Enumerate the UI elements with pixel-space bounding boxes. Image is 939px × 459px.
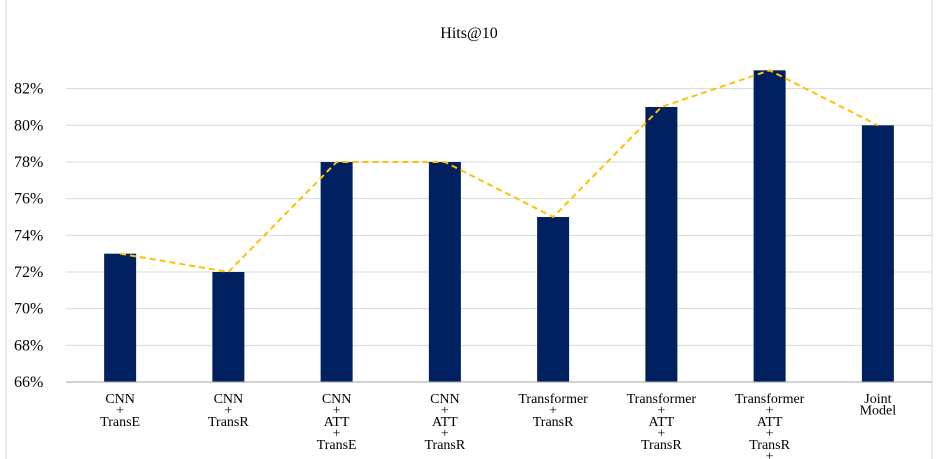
bar bbox=[537, 217, 570, 382]
x-category-label: CNN + TransE bbox=[100, 392, 140, 430]
bar bbox=[320, 162, 353, 382]
y-tick-label: 66% bbox=[14, 374, 43, 391]
x-category-label: Joint Model bbox=[860, 392, 897, 419]
x-category-label: CNN + TransR bbox=[208, 392, 249, 430]
gridlines bbox=[66, 88, 932, 346]
x-category-label: CNN + ATT + TransE bbox=[317, 392, 357, 453]
y-tick-label: 82% bbox=[14, 81, 43, 98]
x-category-label: Transformer + TransR bbox=[518, 392, 588, 430]
y-tick-label: 72% bbox=[14, 264, 43, 281]
bar bbox=[645, 107, 678, 382]
x-category-label: Transformer + ATT + TransR bbox=[627, 392, 697, 453]
y-tick-label: 78% bbox=[14, 154, 43, 171]
bar bbox=[861, 125, 894, 382]
trend-line bbox=[119, 69, 879, 274]
y-axis-ticks: 66% 68% 70% 72% 74% 76% 78% 80% 82% bbox=[14, 81, 43, 391]
bar bbox=[753, 70, 786, 382]
x-category-label: CNN + ATT + TransR bbox=[425, 392, 466, 453]
y-tick-label: 70% bbox=[14, 301, 43, 318]
x-category-label: Transformer+ATT+TransR+JCapsR bbox=[735, 392, 805, 459]
x-axis-categories: CNN + TransE CNN + TransR CNN + ATT + TransE CNN + AT… bbox=[100, 392, 896, 459]
y-tick-label: 74% bbox=[14, 227, 43, 244]
bar bbox=[104, 253, 137, 382]
y-tick-label: 76% bbox=[14, 191, 43, 208]
chart-border bbox=[5, 0, 933, 459]
y-tick-label: 68% bbox=[14, 337, 43, 354]
y-tick-label: 80% bbox=[14, 117, 43, 134]
line-series bbox=[119, 69, 879, 274]
bar bbox=[428, 162, 461, 382]
bar-series bbox=[104, 70, 894, 382]
bar bbox=[212, 272, 245, 382]
chart-title: Hits@10 bbox=[440, 25, 497, 42]
